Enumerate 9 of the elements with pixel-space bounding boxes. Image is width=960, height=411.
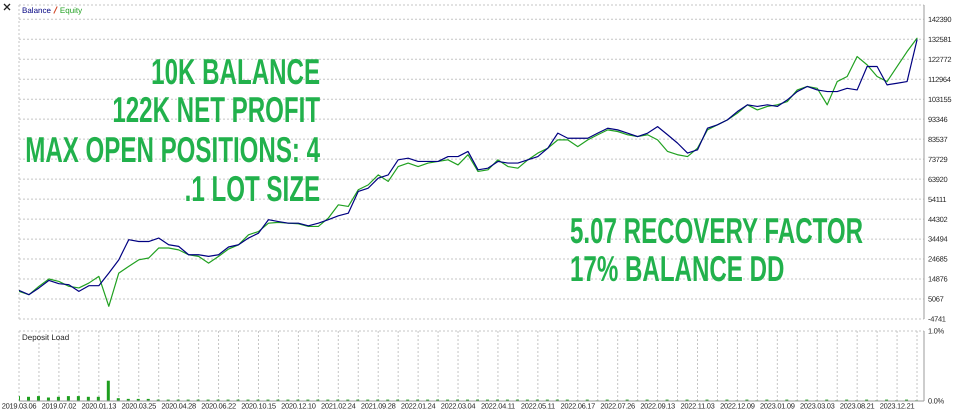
annotation: 122K NET PROFIT bbox=[112, 89, 320, 130]
annotation: 5.07 RECOVERY FACTOR bbox=[570, 210, 864, 251]
annotation: .1 LOT SIZE bbox=[184, 168, 320, 209]
annotation: MAX OPEN POSITIONS: 4 bbox=[25, 129, 320, 170]
annotation: 17% BALANCE DD bbox=[570, 248, 784, 289]
text: Balance bbox=[22, 6, 51, 15]
text: Equity bbox=[60, 6, 82, 15]
chart-title: Deposit Load bbox=[22, 333, 70, 343]
annotation: 10K BALANCE bbox=[151, 51, 320, 92]
